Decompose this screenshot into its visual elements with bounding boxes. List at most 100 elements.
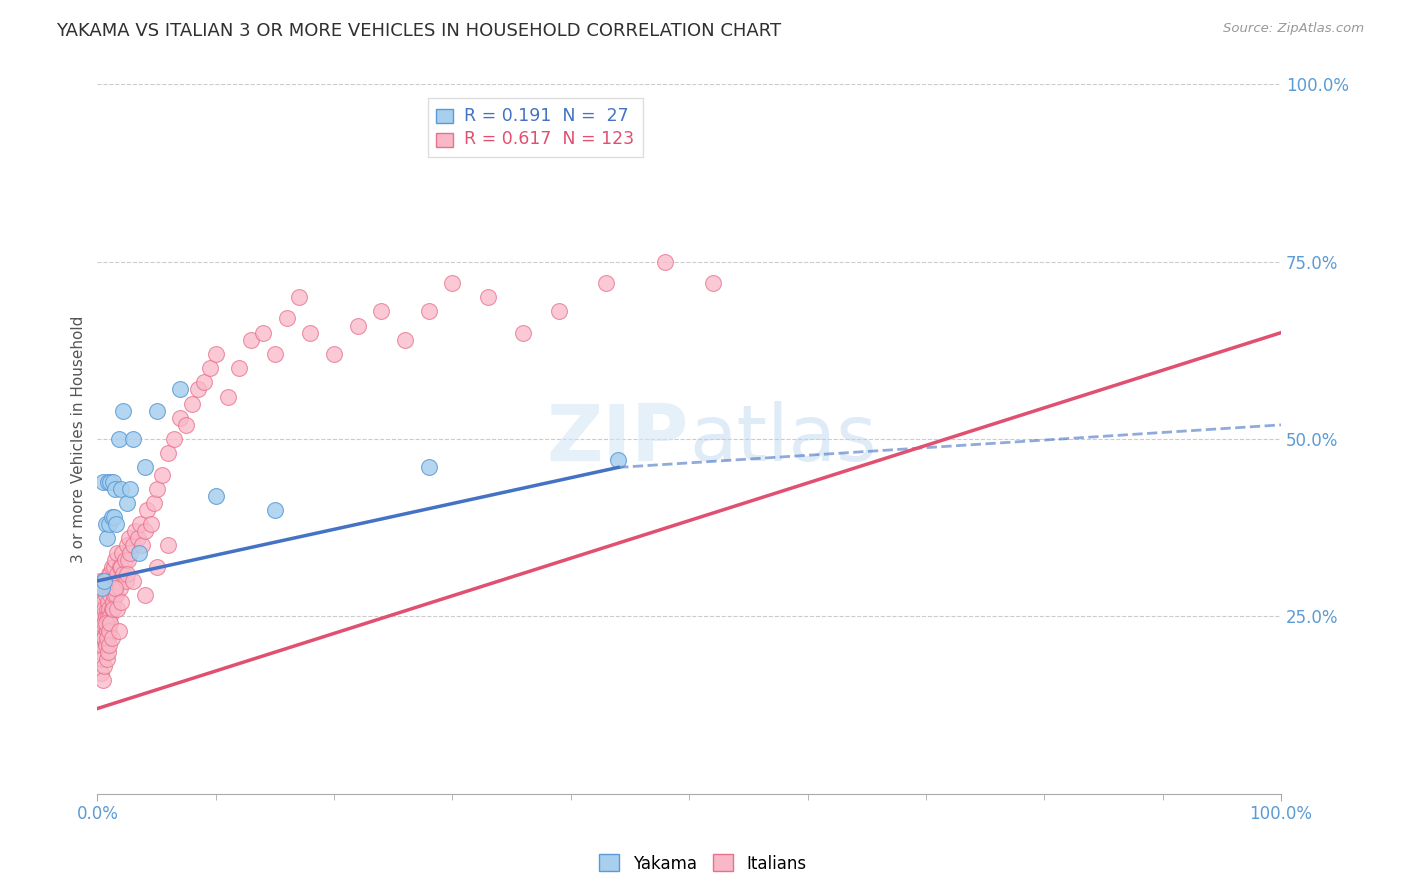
Point bbox=[93, 631, 115, 645]
Point bbox=[115, 538, 138, 552]
Point bbox=[96, 652, 118, 666]
Point bbox=[96, 581, 118, 595]
Point bbox=[91, 673, 114, 688]
Point bbox=[97, 645, 120, 659]
Point bbox=[198, 361, 221, 376]
Point bbox=[145, 403, 167, 417]
Point bbox=[110, 482, 132, 496]
Point bbox=[89, 616, 111, 631]
Point bbox=[134, 524, 156, 539]
Point bbox=[157, 538, 180, 552]
Point bbox=[204, 347, 226, 361]
Point bbox=[91, 652, 114, 666]
Point bbox=[654, 254, 676, 268]
Point bbox=[100, 581, 122, 595]
Point bbox=[217, 390, 239, 404]
Point bbox=[94, 588, 117, 602]
Point bbox=[97, 631, 120, 645]
Point bbox=[169, 383, 191, 397]
Point bbox=[120, 482, 142, 496]
Point bbox=[107, 624, 129, 638]
Point bbox=[87, 631, 110, 645]
Point bbox=[103, 559, 125, 574]
Point bbox=[370, 304, 392, 318]
Point bbox=[595, 276, 617, 290]
Point bbox=[129, 517, 152, 532]
Point bbox=[93, 616, 115, 631]
Point bbox=[100, 510, 122, 524]
Point bbox=[152, 467, 174, 482]
Point bbox=[98, 616, 121, 631]
Point bbox=[121, 432, 143, 446]
Point bbox=[204, 489, 226, 503]
Point bbox=[139, 517, 162, 532]
Point bbox=[91, 631, 114, 645]
Point bbox=[101, 602, 124, 616]
Point bbox=[98, 566, 121, 581]
Point bbox=[287, 290, 309, 304]
Point bbox=[418, 304, 440, 318]
Point bbox=[264, 347, 287, 361]
Legend: R = 0.191  N =  27, R = 0.617  N = 123: R = 0.191 N = 27, R = 0.617 N = 123 bbox=[427, 98, 643, 157]
Point bbox=[91, 574, 114, 588]
Point bbox=[145, 482, 167, 496]
Point bbox=[240, 333, 263, 347]
Point bbox=[98, 616, 121, 631]
Point bbox=[93, 602, 115, 616]
Point bbox=[110, 559, 132, 574]
Point bbox=[107, 432, 129, 446]
Point bbox=[91, 609, 114, 624]
Point bbox=[118, 532, 141, 546]
Point bbox=[91, 475, 114, 489]
Point bbox=[145, 559, 167, 574]
Point bbox=[94, 517, 117, 532]
Point bbox=[101, 595, 124, 609]
Point bbox=[94, 638, 117, 652]
Point bbox=[91, 638, 114, 652]
Point bbox=[101, 574, 124, 588]
Point bbox=[174, 417, 197, 432]
Point bbox=[394, 333, 416, 347]
Point bbox=[87, 588, 110, 602]
Point bbox=[104, 581, 127, 595]
Point bbox=[108, 559, 131, 574]
Point bbox=[98, 638, 121, 652]
Point bbox=[107, 574, 129, 588]
Point bbox=[131, 538, 153, 552]
Point bbox=[120, 545, 142, 559]
Legend: Yakama, Italians: Yakama, Italians bbox=[592, 847, 814, 880]
Point bbox=[143, 496, 166, 510]
Point bbox=[98, 588, 121, 602]
Point bbox=[187, 383, 209, 397]
Point bbox=[134, 460, 156, 475]
Point bbox=[134, 588, 156, 602]
Point bbox=[124, 524, 146, 539]
Point bbox=[607, 453, 630, 467]
Point bbox=[163, 432, 186, 446]
Point bbox=[512, 326, 534, 340]
Point bbox=[169, 410, 191, 425]
Point bbox=[299, 326, 322, 340]
Point bbox=[115, 496, 138, 510]
Point bbox=[136, 503, 159, 517]
Point bbox=[107, 566, 129, 581]
Point bbox=[276, 311, 298, 326]
Point bbox=[90, 666, 112, 681]
Point bbox=[96, 624, 118, 638]
Point bbox=[107, 545, 129, 559]
Point bbox=[548, 304, 571, 318]
Point bbox=[114, 574, 136, 588]
Text: atlas: atlas bbox=[689, 401, 877, 477]
Point bbox=[228, 361, 250, 376]
Point bbox=[100, 602, 122, 616]
Point bbox=[108, 581, 131, 595]
Point bbox=[477, 290, 499, 304]
Point bbox=[91, 581, 114, 595]
Text: ZIP: ZIP bbox=[547, 401, 689, 477]
Point bbox=[103, 510, 125, 524]
Point bbox=[110, 595, 132, 609]
Point bbox=[418, 460, 440, 475]
Point bbox=[104, 581, 127, 595]
Point bbox=[98, 517, 121, 532]
Point bbox=[323, 347, 346, 361]
